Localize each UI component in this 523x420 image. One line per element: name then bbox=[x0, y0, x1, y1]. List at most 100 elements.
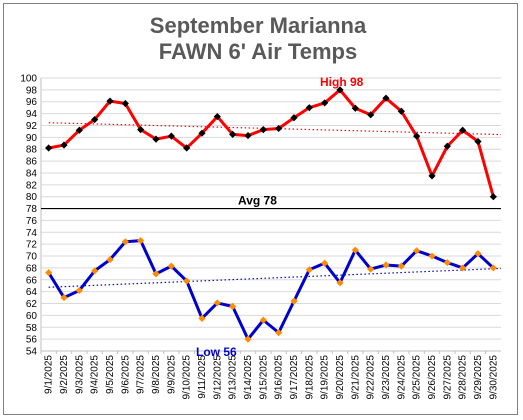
x-tick-label: 9/21/2025 bbox=[350, 355, 361, 400]
high-point bbox=[244, 131, 252, 140]
average-label: Avg 78 bbox=[238, 194, 277, 208]
y-tick-label: 58 bbox=[26, 323, 38, 334]
y-tick-label: 56 bbox=[26, 335, 38, 346]
low-point bbox=[259, 316, 267, 324]
chart-subtitle: FAWN 6' Air Temps bbox=[159, 39, 357, 64]
high-point bbox=[152, 135, 160, 143]
low-point bbox=[75, 286, 83, 295]
x-tick-label: 9/2/2025 bbox=[59, 355, 70, 394]
y-tick-label: 82 bbox=[26, 180, 38, 191]
y-tick-label: 62 bbox=[26, 299, 38, 310]
high-point bbox=[75, 126, 83, 134]
low-point bbox=[91, 267, 99, 275]
high-point bbox=[290, 114, 298, 122]
low-point bbox=[167, 262, 175, 270]
x-tick-label: 9/24/2025 bbox=[396, 355, 407, 400]
label-layer: Avg 78 High 98 Low 56 bbox=[196, 75, 364, 359]
high-point bbox=[137, 126, 145, 134]
low-point bbox=[397, 262, 405, 270]
chart-frame: September Marianna FAWN 6' Air Temps 54 5… bbox=[3, 3, 518, 415]
low-point bbox=[474, 250, 482, 258]
low-point bbox=[152, 270, 160, 278]
y-tick-label: 68 bbox=[26, 263, 38, 274]
low-point bbox=[459, 264, 467, 272]
low-point bbox=[443, 258, 451, 267]
axes: 5456586062646668707274767880828486889092… bbox=[20, 74, 501, 400]
low-point bbox=[305, 266, 313, 274]
high-trend-line bbox=[48, 122, 502, 136]
x-tick-label: 9/7/2025 bbox=[136, 355, 147, 394]
high-point bbox=[121, 99, 129, 108]
high-point bbox=[336, 86, 344, 94]
high-point bbox=[106, 97, 114, 105]
low-point bbox=[321, 259, 329, 267]
x-tick-label: 9/29/2025 bbox=[473, 355, 484, 400]
x-tick-label: 9/4/2025 bbox=[90, 355, 101, 394]
y-tick-label: 78 bbox=[26, 204, 38, 215]
x-tick-label: 9/20/2025 bbox=[335, 355, 346, 400]
high-point bbox=[489, 193, 497, 201]
trend-layer bbox=[48, 122, 502, 288]
low-point bbox=[45, 269, 53, 277]
low-point bbox=[213, 299, 221, 307]
x-tick-label: 9/23/2025 bbox=[381, 355, 392, 400]
high-point bbox=[275, 124, 283, 133]
low-point bbox=[244, 335, 252, 343]
high-point bbox=[229, 130, 237, 138]
y-tick-label: 72 bbox=[26, 240, 38, 251]
low-series-line bbox=[47, 239, 495, 341]
low-point bbox=[413, 247, 421, 255]
x-tick-label: 9/16/2025 bbox=[274, 355, 285, 400]
y-tick-label: 88 bbox=[26, 145, 38, 156]
high-point bbox=[367, 111, 375, 119]
high-point bbox=[167, 132, 175, 140]
high-point bbox=[428, 172, 436, 180]
x-tick-label: 9/19/2025 bbox=[320, 355, 331, 400]
low-point bbox=[198, 314, 206, 322]
y-tick-label: 70 bbox=[26, 252, 38, 263]
x-tick-label: 9/17/2025 bbox=[289, 355, 300, 400]
high-point bbox=[45, 144, 53, 152]
y-tick-label: 100 bbox=[20, 74, 37, 85]
x-tick-label: 9/22/2025 bbox=[366, 355, 377, 400]
high-point bbox=[213, 112, 221, 121]
high-point bbox=[443, 142, 451, 150]
y-tick-label: 74 bbox=[26, 228, 38, 239]
gridlines bbox=[41, 77, 501, 352]
y-tick-label: 80 bbox=[26, 192, 38, 203]
y-tick-label: 94 bbox=[26, 109, 38, 120]
x-tick-label: 9/15/2025 bbox=[258, 355, 269, 400]
high-point bbox=[397, 107, 405, 115]
low-point bbox=[137, 237, 145, 245]
low-point bbox=[336, 279, 344, 287]
low-point bbox=[367, 265, 375, 273]
x-tick-label: 9/18/2025 bbox=[304, 355, 315, 400]
high-point bbox=[305, 104, 313, 112]
low-point bbox=[121, 238, 129, 246]
x-tick-label: 9/11/2025 bbox=[197, 355, 208, 399]
high-point bbox=[413, 132, 421, 140]
y-tick-label: 86 bbox=[26, 157, 38, 168]
high-point bbox=[183, 144, 191, 152]
low-point bbox=[489, 264, 497, 272]
x-tick-label: 9/1/2025 bbox=[44, 355, 55, 394]
x-tick-label: 9/6/2025 bbox=[120, 355, 131, 394]
low-point bbox=[290, 297, 298, 305]
x-tick-label: 9/13/2025 bbox=[228, 355, 239, 400]
x-tick-label: 9/5/2025 bbox=[105, 355, 116, 394]
y-tick-label: 76 bbox=[26, 216, 38, 227]
y-tick-label: 90 bbox=[26, 133, 38, 144]
high-series-line bbox=[48, 88, 495, 198]
x-tick-label: 9/14/2025 bbox=[243, 355, 254, 400]
low-point bbox=[382, 261, 390, 269]
y-tick-label: 60 bbox=[26, 311, 38, 322]
low-point bbox=[106, 256, 114, 264]
high-annotation: High 98 bbox=[320, 75, 364, 89]
low-point bbox=[351, 246, 359, 254]
low-point bbox=[183, 277, 191, 285]
x-tick-label: 9/10/2025 bbox=[182, 355, 193, 400]
y-tick-label: 84 bbox=[26, 168, 38, 179]
high-point bbox=[198, 129, 206, 137]
high-point bbox=[474, 137, 482, 146]
y-tick-label: 64 bbox=[26, 287, 38, 298]
